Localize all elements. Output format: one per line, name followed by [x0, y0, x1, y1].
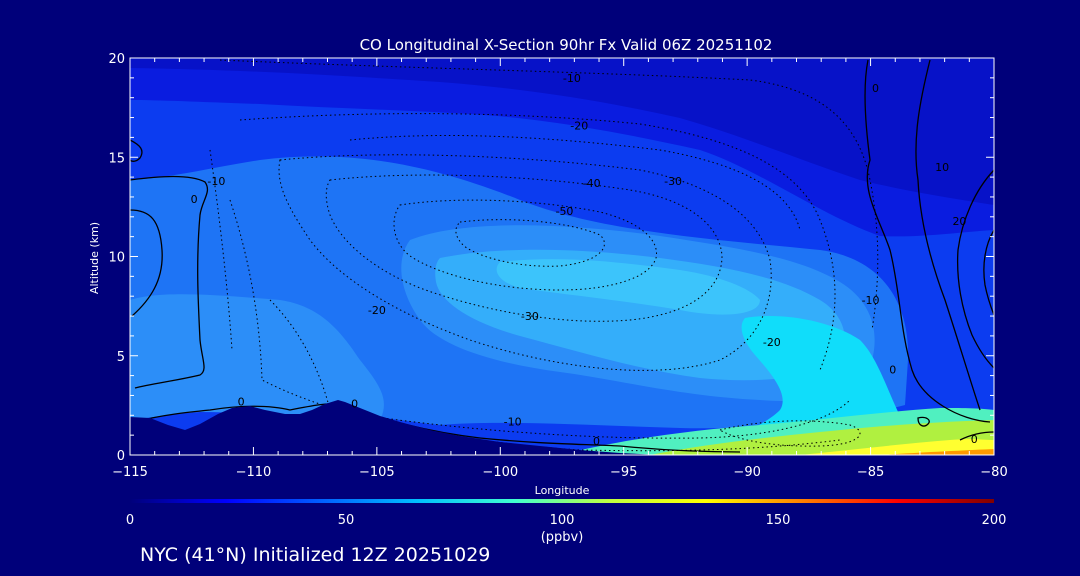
colorbar-units: (ppbv) [541, 530, 584, 545]
y-axis-title: Altitude (km) [88, 222, 101, 294]
chart-title: CO Longitudinal X-Section 90hr Fx Valid … [360, 36, 773, 54]
contour-label: 0 [191, 193, 198, 206]
contour-label: -10 [563, 72, 581, 85]
field-level-plume-inner [496, 259, 760, 315]
field-level-lower-east [700, 316, 994, 455]
contour-m10-upper [219, 59, 879, 331]
colorbar-tick-label: 0 [126, 513, 134, 528]
contour-label: -10 [207, 175, 225, 188]
x-tick-label: −90 [733, 465, 760, 480]
footer-station-info: NYC (41°N) Initialized 12Z 20251029 [140, 544, 490, 566]
contour-10-east [915, 59, 981, 411]
contour-m10-west [209, 149, 233, 351]
colorbar [130, 499, 994, 503]
plot-area: -10 0 -10 -20 -40 -30 -50 -30 -20 -20 -10 -10 0 0 0 0 0 0… [130, 58, 994, 455]
contour-label: -40 [583, 177, 601, 190]
x-axis-title: Longitude [535, 484, 590, 497]
y-tick-label: 0 [117, 449, 125, 464]
colorbar-tick-label: 50 [338, 513, 355, 528]
colorbar-ticks: 0 50 100 150 200 [126, 513, 1007, 528]
field-level-top [130, 58, 994, 205]
co-concentration-field [130, 58, 994, 455]
colorbar-tick-label: 200 [982, 513, 1007, 528]
contour-zero-west [130, 175, 209, 389]
field-level-surface-hot [880, 449, 994, 455]
terrain-mask [130, 400, 994, 455]
contour-label: 0 [351, 397, 358, 410]
contour-label: -30 [521, 310, 539, 323]
x-tick-label: −95 [610, 465, 637, 480]
contour-m30 [278, 154, 772, 371]
contour-label: 10 [935, 161, 949, 174]
x-axis: −115 −110 −105 −100 −95 −90 −85 −80 [112, 58, 1008, 480]
x-tick-label: −85 [857, 465, 884, 480]
contour-zero-surface-loop [917, 416, 930, 427]
contour-label: -20 [570, 119, 588, 132]
contour-labels: -10 0 -10 -20 -40 -30 -50 -30 -20 -20 -10 -10 0 0 0 0 0 0… [191, 72, 978, 448]
x-tick-label: −105 [359, 465, 395, 480]
x-tick-label: −100 [482, 465, 518, 480]
contour-label: 0 [238, 395, 245, 408]
field-level-left-column [130, 294, 384, 420]
colorbar-tick-label: 100 [550, 513, 575, 528]
contour-label: -20 [368, 304, 386, 317]
contour-surface-small [718, 420, 861, 447]
y-tick-label: 10 [108, 251, 125, 266]
x-tick-label: −115 [112, 465, 148, 480]
contour-label: -30 [664, 175, 682, 188]
y-tick-label: 5 [117, 350, 125, 365]
y-tick-label: 20 [108, 52, 125, 67]
x-tick-label: −80 [980, 465, 1007, 480]
contour-30-east [983, 229, 994, 316]
contour-label: 0 [889, 364, 896, 377]
y-axis: 0 5 10 15 20 [108, 52, 994, 464]
contour-label: -10 [862, 294, 880, 307]
contour-label: 0 [971, 433, 978, 446]
contour-zero-surface-east [959, 431, 994, 441]
contour-label: -10 [504, 415, 522, 428]
contour-label: 0 [593, 435, 600, 448]
y-tick-label: 15 [108, 151, 125, 166]
contour-label: 0 [872, 82, 879, 95]
contour-zero-west-inner [130, 209, 163, 317]
x-tick-label: −110 [236, 465, 272, 480]
contour-m20-mid [349, 134, 801, 231]
colorbar-tick-label: 150 [766, 513, 791, 528]
contour-m20-upper [239, 113, 836, 371]
negative-anomaly-contours [209, 59, 879, 452]
field-level-surface-max [800, 439, 994, 455]
contour-zero-west-notch [130, 139, 143, 162]
contour-20-east [956, 169, 994, 369]
contour-label: -50 [555, 205, 573, 218]
contour-label: 20 [952, 215, 966, 228]
contour-zero-east [864, 59, 991, 423]
contour-label: -20 [763, 336, 781, 349]
